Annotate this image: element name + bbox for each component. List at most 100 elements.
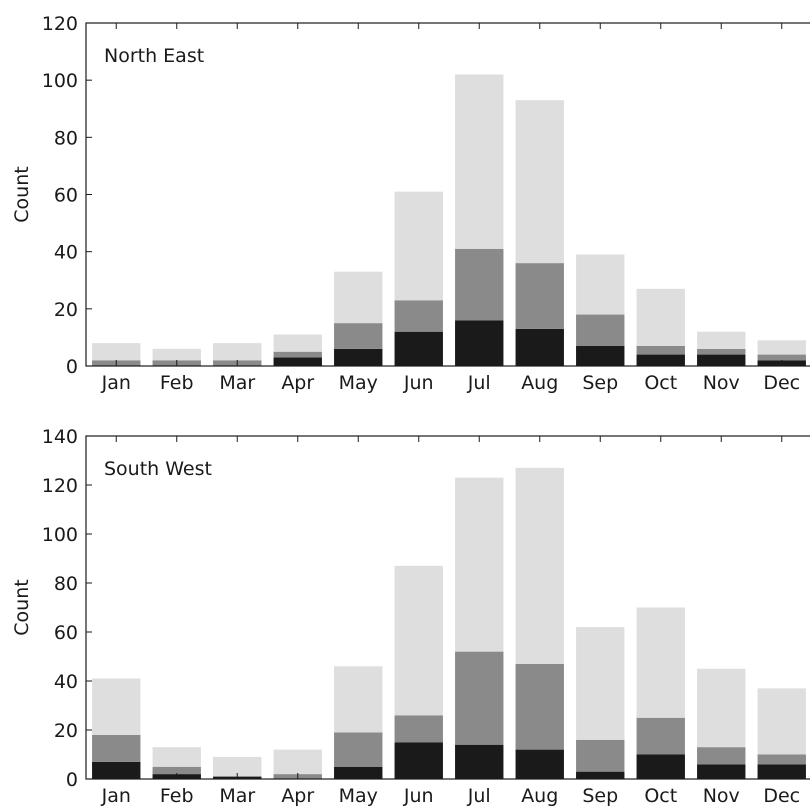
bar-feb-segment-2: [152, 766, 201, 775]
x-tick-label: Jan: [101, 785, 131, 807]
bar-jul-segment-1: [455, 320, 504, 366]
bar-jul-segment-2: [455, 248, 504, 321]
panel-title: North East: [104, 45, 204, 67]
bar-nov-segment-3: [697, 331, 746, 349]
x-tick-label: Jan: [101, 372, 131, 394]
x-tick-label: Oct: [644, 785, 677, 807]
bar-jun-segment-3: [394, 565, 443, 716]
bar-nov-segment-2: [697, 348, 746, 355]
x-tick-label: Dec: [763, 372, 800, 394]
bar-jan-segment-3: [92, 343, 141, 361]
bar-sep-segment-2: [576, 314, 625, 346]
y-axis-label: Count: [11, 166, 33, 222]
bar-jun-segment-3: [394, 191, 443, 301]
y-tick-label: 20: [54, 299, 78, 321]
bar-sep-segment-1: [576, 345, 625, 366]
x-tick-label: Jul: [467, 785, 491, 807]
x-tick-label: Dec: [763, 785, 800, 807]
bar-dec-segment-2: [757, 754, 806, 765]
panel-title: South West: [104, 458, 212, 480]
axes-frame: [85, 435, 810, 780]
y-tick-label: 60: [54, 185, 78, 207]
y-tick-label: 60: [54, 622, 78, 644]
bar-oct-segment-3: [636, 288, 685, 346]
bar-oct-segment-3: [636, 607, 685, 718]
x-tick-label: May: [339, 785, 378, 807]
bar-aug-segment-1: [515, 328, 564, 366]
bar-mar-segment-3: [213, 756, 262, 777]
bar-may-segment-2: [334, 732, 383, 767]
bar-feb-segment-3: [152, 348, 201, 361]
y-tick-label: 100: [42, 524, 78, 546]
bar-apr-segment-3: [273, 334, 322, 352]
x-tick-label: Sep: [582, 372, 618, 394]
bar-jul-segment-2: [455, 651, 504, 745]
bar-may-segment-2: [334, 323, 383, 349]
bar-nov-segment-1: [697, 764, 746, 779]
bar-may-segment-1: [334, 766, 383, 779]
x-tick-label: Jul: [467, 372, 491, 394]
x-tick-label: Aug: [521, 785, 558, 807]
y-tick-label: 0: [66, 356, 78, 378]
x-tick-label: Nov: [703, 785, 740, 807]
y-axis-label: Count: [11, 579, 33, 635]
chart-panel-1: Jan Feb Mar Apr May Jun Jul Aug Sep Oct Nov Dec 0 20 4…: [11, 13, 810, 394]
chart-panel-2: Jan Feb Mar Apr May Jun Jul Aug Sep Oct Nov Dec 0 20 4…: [11, 426, 810, 807]
bar-oct-segment-2: [636, 717, 685, 755]
bar-nov-segment-2: [697, 747, 746, 765]
bar-mar-segment-3: [213, 343, 262, 361]
bar-aug-segment-2: [515, 263, 564, 329]
bar-aug-segment-2: [515, 663, 564, 750]
bar-jun-segment-1: [394, 742, 443, 779]
y-tick-label: 0: [66, 769, 78, 791]
y-tick-label: 80: [54, 127, 78, 149]
bar-dec-segment-3: [757, 688, 806, 755]
bar-jul-segment-3: [455, 74, 504, 249]
bar-jun-segment-2: [394, 300, 443, 332]
x-tick-label: Jun: [403, 372, 434, 394]
y-tick-label: 40: [54, 671, 78, 693]
bar-jul-segment-3: [455, 477, 504, 652]
bar-dec-segment-1: [757, 764, 806, 779]
bar-dec-segment-3: [757, 340, 806, 355]
bar-nov-segment-3: [697, 668, 746, 748]
bar-jan-segment-2: [92, 734, 141, 762]
bar-apr-segment-2: [273, 351, 322, 358]
bar-aug-segment-3: [515, 467, 564, 664]
x-tick-label: Sep: [582, 785, 618, 807]
x-tick-label: Oct: [644, 372, 677, 394]
y-tick-label: 140: [42, 426, 78, 448]
x-tick-label: Jun: [403, 785, 434, 807]
x-tick-label: Mar: [219, 372, 255, 394]
y-tick-label: 100: [42, 70, 78, 92]
bar-feb-segment-3: [152, 747, 201, 767]
axes-frame: [85, 22, 810, 367]
y-tick-label: 80: [54, 573, 78, 595]
bar-jan-segment-3: [92, 678, 141, 735]
bar-dec-segment-2: [757, 354, 806, 361]
bar-apr-segment-3: [273, 749, 322, 775]
y-tick-label: 40: [54, 242, 78, 264]
bar-jun-segment-2: [394, 715, 443, 743]
bar-may-segment-3: [334, 666, 383, 733]
bar-aug-segment-3: [515, 100, 564, 264]
bar-sep-segment-3: [576, 627, 625, 740]
bar-jan-segment-1: [92, 761, 141, 779]
y-tick-label: 20: [54, 720, 78, 742]
x-tick-label: Aug: [521, 372, 558, 394]
bar-may-segment-1: [334, 348, 383, 366]
y-tick-label: 120: [42, 475, 78, 497]
bar-sep-segment-3: [576, 254, 625, 315]
x-tick-label: May: [339, 372, 378, 394]
x-tick-label: Feb: [160, 785, 194, 807]
x-tick-label: Apr: [281, 785, 314, 807]
y-tick-label: 120: [42, 13, 78, 35]
x-tick-label: Mar: [219, 785, 255, 807]
bar-may-segment-3: [334, 271, 383, 324]
x-tick-label: Apr: [281, 372, 314, 394]
bar-sep-segment-2: [576, 739, 625, 772]
x-tick-label: Nov: [703, 372, 740, 394]
x-tick-label: Feb: [160, 372, 194, 394]
bar-oct-segment-2: [636, 345, 685, 355]
